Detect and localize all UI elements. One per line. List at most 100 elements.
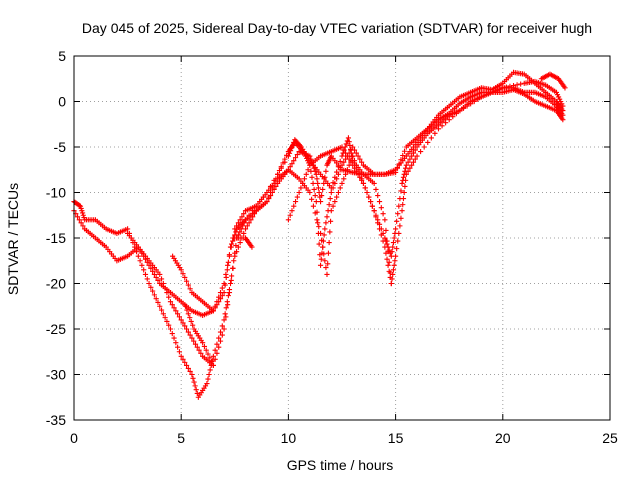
data-point-marker — [367, 199, 374, 205]
data-point-marker — [330, 203, 336, 209]
data-point-marker — [307, 189, 313, 196]
data-point-marker — [334, 176, 340, 182]
data-point-marker — [375, 220, 381, 226]
data-point-marker — [362, 185, 368, 191]
data-point-marker — [294, 194, 300, 200]
data-point-marker — [217, 338, 224, 344]
data-point-marker — [401, 189, 407, 196]
data-point-marker — [443, 120, 449, 126]
data-point-marker — [216, 294, 222, 300]
data-point-marker — [185, 282, 191, 288]
data-point-marker — [371, 180, 377, 186]
data-point-marker — [219, 285, 225, 291]
data-point-marker — [148, 284, 154, 290]
data-point-marker — [386, 268, 392, 274]
data-point-marker — [388, 280, 394, 287]
data-point-marker — [219, 332, 225, 338]
data-series-3 — [125, 69, 566, 318]
data-point-marker — [214, 299, 220, 305]
data-point-marker — [390, 267, 397, 273]
data-point-marker — [518, 81, 524, 87]
data-point-marker — [190, 322, 196, 328]
data-point-marker — [289, 161, 295, 167]
data-point-marker — [446, 117, 452, 123]
data-point-marker — [182, 303, 189, 309]
data-point-marker — [142, 271, 149, 277]
data-point-marker — [175, 344, 181, 350]
data-point-marker — [233, 229, 239, 235]
data-point-marker — [327, 218, 334, 224]
data-point-marker — [185, 365, 191, 372]
data-point-marker — [188, 318, 194, 325]
data-point-marker — [198, 350, 204, 356]
data-point-marker — [237, 239, 243, 246]
data-point-marker — [171, 305, 177, 311]
y-tick-label: -25 — [46, 321, 66, 337]
data-point-marker — [450, 114, 456, 120]
data-point-marker — [137, 258, 143, 264]
data-point-marker — [326, 239, 332, 246]
data-point-marker — [346, 156, 352, 162]
data-point-marker — [187, 368, 193, 375]
data-point-marker — [187, 315, 193, 321]
data-point-marker — [399, 180, 405, 186]
x-axis-label: GPS time / hours — [287, 457, 394, 473]
data-point-marker — [405, 168, 411, 174]
y-tick-label: -10 — [46, 185, 66, 201]
data-point-marker — [157, 271, 163, 277]
data-point-marker — [316, 189, 322, 196]
data-point-marker — [337, 158, 343, 165]
data-point-marker — [323, 264, 329, 271]
data-point-marker — [378, 232, 384, 238]
data-point-marker — [166, 294, 172, 300]
data-point-marker — [248, 217, 254, 223]
data-point-marker — [403, 162, 409, 168]
data-point-marker — [319, 237, 325, 243]
data-point-marker — [391, 262, 397, 268]
data-point-marker — [200, 340, 206, 346]
data-point-marker — [328, 189, 334, 196]
data-point-marker — [180, 271, 186, 277]
data-point-marker — [178, 267, 184, 273]
data-point-marker — [187, 286, 193, 292]
data-point-marker — [241, 211, 247, 217]
data-point-marker — [380, 238, 386, 244]
data-point-marker — [173, 308, 179, 314]
data-point-marker — [285, 217, 291, 223]
data-point-marker — [294, 151, 300, 158]
data-point-marker — [205, 351, 211, 357]
data-point-marker — [400, 174, 407, 180]
data-point-marker — [339, 162, 345, 168]
data-point-marker — [355, 153, 361, 159]
data-point-marker — [74, 214, 81, 220]
data-point-marker — [393, 226, 399, 232]
data-point-marker — [510, 82, 517, 89]
data-point-marker — [212, 347, 218, 353]
data-point-marker — [144, 259, 150, 265]
data-point-marker — [389, 249, 395, 255]
data-point-marker — [351, 147, 358, 153]
data-point-marker — [334, 194, 340, 200]
data-point-marker — [225, 302, 231, 308]
data-point-marker — [308, 168, 314, 174]
data-point-marker — [318, 256, 324, 262]
data-point-marker — [380, 211, 386, 217]
data-point-marker — [321, 180, 327, 186]
data-point-marker — [232, 226, 238, 232]
data-point-marker — [390, 244, 396, 250]
data-point-marker — [323, 168, 329, 174]
data-point-marker — [507, 83, 513, 89]
data-point-marker — [292, 199, 299, 205]
data-point-marker — [366, 194, 372, 200]
x-tick-label: 10 — [281, 430, 297, 446]
data-point-marker — [514, 82, 520, 88]
data-point-marker — [227, 280, 234, 287]
data-point-marker — [141, 267, 147, 273]
data-point-marker — [316, 241, 322, 247]
data-point-marker — [350, 162, 356, 168]
data-point-marker — [485, 91, 492, 97]
data-point-marker — [314, 217, 320, 223]
data-point-marker — [280, 160, 286, 166]
data-point-marker — [500, 85, 506, 91]
